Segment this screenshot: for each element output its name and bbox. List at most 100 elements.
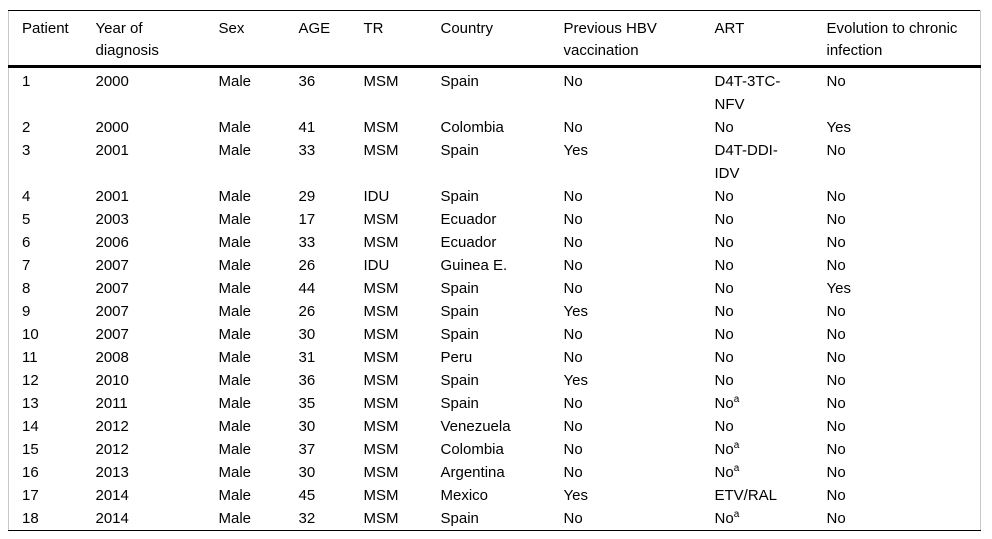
table-cell: No <box>714 372 734 389</box>
table-cell: Male <box>218 188 252 205</box>
table-row: 4 2001 Male 29 IDU Spain No No No <box>9 185 981 208</box>
table-cell: 6 <box>22 234 31 251</box>
table-row: 7 2007 Male 26 IDU Guinea E. No No No <box>9 254 981 277</box>
table-cell: Spain <box>440 142 479 159</box>
table-cell: MSM <box>363 395 399 412</box>
table-cell: MSM <box>363 510 399 527</box>
table-cell: Male <box>218 211 252 228</box>
table-cell: MSM <box>363 303 399 320</box>
table-cell: Male <box>218 510 252 527</box>
table-cell: 8 <box>22 280 31 297</box>
column-header: ART <box>701 10 814 68</box>
table-cell: 2003 <box>95 211 129 228</box>
column-header: Year of diagnosis <box>82 10 206 68</box>
table-cell: 2007 <box>95 280 129 297</box>
table-cell: MSM <box>363 487 399 504</box>
table-cell: IDU <box>363 188 390 205</box>
table-cell: Male <box>218 441 252 458</box>
table-row: 9 2007 Male 26 MSM Spain Yes No No <box>9 300 981 323</box>
table-cell: No <box>563 211 583 228</box>
table-cell: No <box>714 257 734 274</box>
table-cell: Ecuador <box>440 211 497 228</box>
table-cell: Male <box>218 395 252 412</box>
table-cell: Noa <box>714 463 740 482</box>
table-cell: Peru <box>440 349 473 366</box>
table-cell: No <box>563 464 583 481</box>
table-cell: 2014 <box>95 487 129 504</box>
table-cell: Male <box>218 119 252 136</box>
table-cell: 44 <box>298 280 316 297</box>
table-cell: 2001 <box>95 142 129 159</box>
table-cell: 26 <box>298 303 316 320</box>
table-row: 5 2003 Male 17 MSM Ecuador No No No <box>9 208 981 231</box>
table-cell: 1 <box>22 73 31 90</box>
footnote-superscript: a <box>733 509 740 520</box>
table-header: Patient Year of diagnosis Sex AGE TR Country P… <box>8 10 981 68</box>
table-cell: 9 <box>22 303 31 320</box>
table-cell: No <box>826 510 846 527</box>
table-cell: No <box>826 73 846 90</box>
table-cell: 31 <box>298 349 316 366</box>
table-cell: 18 <box>22 510 39 527</box>
table-cell: MSM <box>363 372 399 389</box>
table-cell: Male <box>218 487 252 504</box>
table-cell: 36 <box>298 73 316 90</box>
table-cell: MSM <box>363 142 399 159</box>
table-cell: Spain <box>440 395 479 412</box>
table-row: 18 2014 Male 32 MSM Spain No Noa No <box>9 507 981 531</box>
table-cell: Yes <box>563 303 588 320</box>
table-row: 17 2014 Male 45 MSM Mexico Yes ETV/RAL No <box>9 484 981 507</box>
table-cell: No <box>563 349 583 366</box>
table-header-row: Patient Year of diagnosis Sex AGE TR Country P… <box>8 10 981 68</box>
table-cell: Noa <box>714 394 740 413</box>
column-header: AGE <box>285 10 351 68</box>
table-cell: No <box>714 418 734 435</box>
table-cell: Spain <box>440 372 479 389</box>
table-cell: ETV/RAL <box>714 487 778 504</box>
table-cell: No <box>826 418 846 435</box>
table-cell: 30 <box>298 418 316 435</box>
column-header: Patient <box>8 10 83 68</box>
table-cell: Colombia <box>440 441 504 458</box>
table-cell: 13 <box>22 395 39 412</box>
table-cell: No <box>563 395 583 412</box>
table-cell: No <box>826 303 846 320</box>
table-cell: Spain <box>440 510 479 527</box>
table-cell: 3 <box>22 142 31 159</box>
table-cell: Yes <box>826 119 851 136</box>
table-cell: 7 <box>22 257 31 274</box>
table-cell: MSM <box>363 73 399 90</box>
table-row: 11 2008 Male 31 MSM Peru No No No <box>9 346 981 369</box>
table-cell: 2007 <box>95 257 129 274</box>
table-cell: 2012 <box>95 418 129 435</box>
table-cell: No <box>826 464 846 481</box>
table-cell: No <box>826 188 846 205</box>
table-cell: 2001 <box>95 188 129 205</box>
table-cell: Male <box>218 464 252 481</box>
table-cell: 5 <box>22 211 31 228</box>
table-cell: 2000 <box>95 73 129 90</box>
table-cell: No <box>826 487 846 504</box>
table-cell: 2014 <box>95 510 129 527</box>
table-cell: 4 <box>22 188 31 205</box>
footnote-superscript: a <box>733 463 740 474</box>
column-header: Evolution to chronic infection <box>813 10 981 68</box>
table-cell: 30 <box>298 464 316 481</box>
column-header: Previous HBV vaccination <box>550 10 702 68</box>
table-cell: Spain <box>440 73 479 90</box>
table-cell: 2000 <box>95 119 129 136</box>
table-cell: Male <box>218 303 252 320</box>
table-cell: MSM <box>363 119 399 136</box>
table-cell: Male <box>218 142 252 159</box>
table-cell: Spain <box>440 188 479 205</box>
table-cell: Male <box>218 326 252 343</box>
table-row: 6 2006 Male 33 MSM Ecuador No No No <box>9 231 981 254</box>
table-row: 14 2012 Male 30 MSM Venezuela No No No <box>9 415 981 438</box>
column-header: Country <box>427 10 551 68</box>
table-cell: 35 <box>298 395 316 412</box>
table-cell: 29 <box>298 188 316 205</box>
table-cell: 26 <box>298 257 316 274</box>
table-cell: 33 <box>298 234 316 251</box>
table-cell: Spain <box>440 326 479 343</box>
table-cell: 30 <box>298 326 316 343</box>
